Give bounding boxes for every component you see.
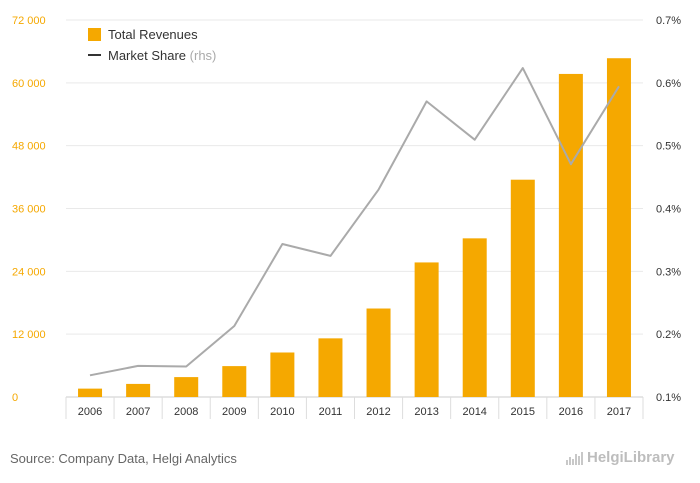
bar-total-revenues [510,179,535,397]
bar-total-revenues [558,73,583,397]
helgi-library-logo: HelgiLibrary [566,449,675,466]
x-tick-label: 2006 [78,406,102,418]
chart-svg: 0 12 000 24 000 36 000 48 000 60 000 72 000 0.1… [12,15,681,419]
legend-label-market-share: Market Share (rhs) [108,48,216,63]
bar-total-revenues [462,238,487,397]
y-left-tick-label: 24 000 [12,266,46,278]
line-market-share [89,67,620,377]
x-tick-label: 2010 [270,406,294,418]
y-left-tick-label: 72 000 [12,15,46,27]
y-left-tick-label: 0 [12,392,18,404]
y-right-tick-label: 0.7% [656,15,681,27]
logo-bars-icon [566,451,583,465]
x-tick-label: 2011 [319,406,343,418]
y-right-tick-label: 0.6% [656,78,681,90]
bar-total-revenues [126,383,151,397]
source-note: Source: Company Data, Helgi Analytics [10,451,237,466]
y-left-tick-label: 36 000 [12,204,46,216]
y-right-tick-label: 0.1% [656,392,681,404]
x-tick-label: 2013 [414,406,438,418]
y-right-tick-label: 0.5% [656,141,681,153]
bar-total-revenues [366,308,391,397]
legend-label-total-revenues: Total Revenues [108,27,198,42]
x-tick-label: 2007 [126,406,150,418]
x-tick-label: 2009 [222,406,246,418]
y-left-tick-label: 12 000 [12,329,46,341]
bar-total-revenues [78,388,103,397]
bar-total-revenues [174,377,199,397]
x-tick-label: 2016 [559,406,583,418]
x-tick-label: 2008 [174,406,198,418]
bar-total-revenues [270,352,295,397]
bar-total-revenues [222,366,247,397]
y-right-tick-label: 0.2% [656,329,681,341]
logo-text: HelgiLibrary [587,449,675,466]
bar-total-revenues [318,338,343,397]
x-tick-label: 2014 [462,406,486,418]
y-left-tick-label: 48 000 [12,141,46,153]
y-left-tick-label: 60 000 [12,78,46,90]
legend-label-rhs-suffix: (rhs) [190,48,217,63]
y-right-tick-label: 0.4% [656,204,681,216]
x-tick-label: 2017 [607,406,631,418]
x-tick-label: 2012 [366,406,390,418]
x-tick-label: 2015 [511,406,535,418]
legend-swatch-total-revenues [88,28,101,41]
bar-total-revenues [606,58,631,398]
bar-total-revenues [414,262,439,397]
y-right-tick-label: 0.3% [656,266,681,278]
